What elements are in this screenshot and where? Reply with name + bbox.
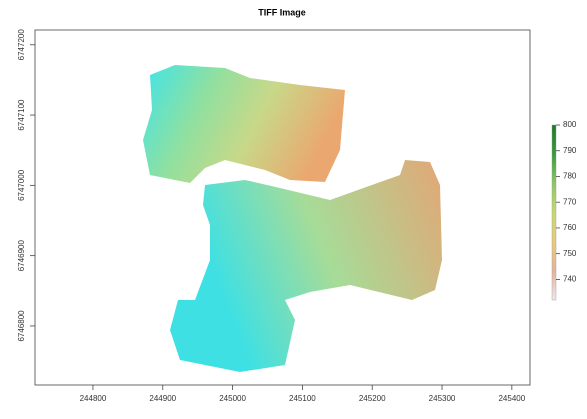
colorbar-tick-label: 770 — [563, 197, 577, 206]
y-tick-label: 6747100 — [17, 99, 26, 131]
raster-area — [170, 160, 442, 372]
x-tick-label: 245200 — [359, 394, 386, 403]
colorbar — [552, 125, 556, 300]
x-tick-label: 245300 — [429, 394, 456, 403]
chart-title: TIFF Image — [258, 7, 306, 17]
x-tick-label: 244800 — [80, 394, 107, 403]
y-tick-label: 6747000 — [17, 169, 26, 201]
colorbar-tick-label: 790 — [563, 146, 577, 155]
colorbar-tick-label: 760 — [563, 223, 577, 232]
y-tick-label: 6746900 — [17, 240, 26, 272]
colorbar-tick-label: 750 — [563, 249, 577, 258]
colorbar-tick-label: 800 — [563, 120, 577, 129]
x-tick-label: 244900 — [149, 394, 176, 403]
raster-area — [143, 65, 345, 183]
colorbar-tick-label: 740 — [563, 275, 577, 284]
chart: TIFF Image 244800 244900 245000 245100 24520… — [0, 0, 587, 419]
x-tick-label: 245000 — [219, 394, 246, 403]
y-tick-label: 6746800 — [17, 310, 26, 342]
x-tick-label: 245400 — [498, 394, 525, 403]
colorbar-tick-label: 780 — [563, 172, 577, 181]
x-tick-label: 245100 — [289, 394, 316, 403]
y-tick-label: 6747200 — [17, 29, 26, 61]
